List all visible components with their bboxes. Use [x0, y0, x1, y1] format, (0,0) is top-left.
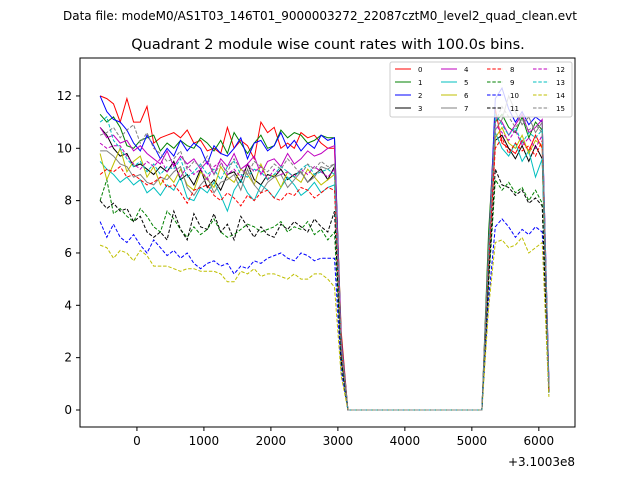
legend-label-1: 1 — [418, 79, 422, 87]
suptitle: Data file: modeM0/AS1T03_146T01_90000032… — [63, 9, 577, 23]
legend-label-0: 0 — [418, 66, 422, 74]
legend-label-9: 9 — [510, 79, 514, 87]
ticks-layer: 0 1000 2000 3000 4000 5000 6000 0 2 4 6 8 10 12 — [57, 89, 554, 448]
legend-label-8: 8 — [510, 66, 514, 74]
legend-box — [389, 61, 573, 118]
y-tick-label: 10 — [57, 141, 72, 155]
legend-label-7: 7 — [464, 105, 468, 113]
legend-label-2: 2 — [418, 92, 422, 100]
x-tick-label: 2000 — [256, 434, 287, 448]
legend-label-6: 6 — [464, 92, 469, 100]
y-tick-label: 6 — [64, 246, 72, 260]
y-tick-label: 8 — [64, 194, 72, 208]
legend-label-11: 11 — [510, 105, 519, 113]
x-tick-label: 3000 — [323, 434, 354, 448]
series-line-11 — [99, 169, 550, 411]
series-line-15 — [99, 105, 550, 411]
legend-label-15: 15 — [556, 105, 565, 113]
x-tick-label: 0 — [133, 434, 141, 448]
series-line-10 — [99, 218, 550, 411]
legend-label-4: 4 — [464, 66, 469, 74]
chart-title: Quadrant 2 module wise count rates with … — [131, 37, 525, 53]
legend-label-13: 13 — [556, 79, 565, 87]
x-tick-label: 6000 — [524, 434, 555, 448]
legend-label-3: 3 — [418, 105, 422, 113]
legend-label-12: 12 — [556, 66, 565, 74]
series-layer — [99, 86, 550, 411]
legend-label-14: 14 — [556, 92, 565, 100]
axes-frame — [79, 57, 576, 428]
legend-label-5: 5 — [464, 79, 468, 87]
series-line-13 — [99, 112, 550, 411]
y-tick-label: 4 — [64, 298, 72, 312]
x-tick-label: 5000 — [457, 434, 488, 448]
y-tick-label: 12 — [57, 89, 72, 103]
legend-label-10: 10 — [510, 92, 519, 100]
x-offset-label: +3.1003e8 — [508, 455, 575, 469]
x-tick-label: 1000 — [189, 434, 220, 448]
x-tick-label: 4000 — [390, 434, 421, 448]
y-tick-label: 2 — [64, 351, 72, 365]
series-line-9 — [99, 178, 550, 411]
y-tick-label: 0 — [64, 403, 72, 417]
